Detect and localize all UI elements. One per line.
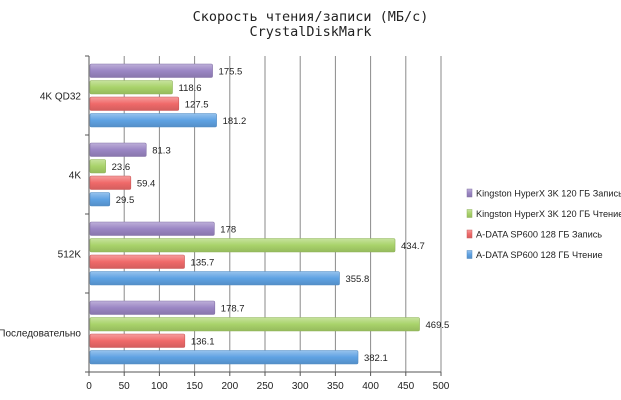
- data-label: 127.5: [185, 99, 209, 110]
- data-label: 355.8: [345, 274, 369, 285]
- legend-swatch: [466, 188, 473, 198]
- data-label: 382.1: [364, 353, 388, 364]
- data-label: 181.2: [223, 116, 247, 127]
- bar: [89, 142, 147, 157]
- data-label: 135.7: [191, 257, 215, 268]
- x-tick-label: 50: [119, 381, 131, 392]
- data-label: 81.3: [152, 145, 171, 156]
- legend-swatch: [466, 209, 473, 218]
- data-label: 59.4: [137, 178, 156, 189]
- bar: [89, 80, 173, 95]
- bar: [89, 96, 180, 111]
- bar: [89, 221, 215, 236]
- data-label: 23.6: [112, 162, 131, 173]
- bar: [89, 238, 396, 253]
- bar: [89, 159, 106, 174]
- category-label: 4K: [69, 171, 82, 182]
- bar: [89, 113, 217, 128]
- bar: [89, 271, 340, 286]
- x-tick-label: 500: [433, 381, 450, 392]
- legend-label: Kingston HyperX 3K 120 ГБ Запись: [476, 189, 621, 199]
- x-tick-label: 150: [186, 381, 203, 392]
- data-label: 178.7: [221, 303, 245, 314]
- category-label: Последовательно: [0, 329, 81, 340]
- data-label: 469.5: [426, 320, 450, 331]
- legend-swatch: [466, 250, 473, 259]
- data-label: 136.1: [191, 336, 215, 347]
- x-tick-label: 100: [151, 381, 168, 392]
- category-label: 4K QD32: [40, 92, 82, 103]
- data-label: 178: [220, 224, 236, 235]
- x-tick-label: 350: [327, 381, 344, 392]
- x-tick-label: 250: [257, 381, 274, 392]
- legend-label: A-DATA SP600 128 ГБ Запись: [476, 230, 602, 240]
- x-tick-label: 400: [362, 381, 379, 392]
- x-tick-label: 300: [292, 381, 309, 392]
- bar: [89, 333, 186, 348]
- chart-subtitle: CrystalDiskMark: [249, 24, 372, 40]
- bar: [89, 350, 359, 365]
- x-tick-label: 450: [397, 381, 414, 392]
- bar: [89, 254, 185, 269]
- x-tick-label: 200: [221, 381, 238, 392]
- bar: [89, 192, 111, 207]
- bar: [89, 63, 213, 78]
- category-label: 512K: [58, 250, 82, 261]
- legend-label: A-DATA SP600 128 ГБ Чтение: [476, 250, 603, 260]
- bar: [89, 175, 132, 190]
- legend-swatch: [466, 229, 473, 239]
- data-label: 434.7: [401, 241, 425, 252]
- bar: [89, 300, 216, 315]
- chart-title: Скорость чтения/записи (МБ/с): [192, 9, 429, 25]
- data-label: 118.6: [178, 83, 201, 94]
- bar: [89, 317, 420, 332]
- data-label: 175.5: [219, 66, 243, 77]
- x-tick-label: 0: [86, 381, 92, 392]
- legend-label: Kingston HyperX 3K 120 ГБ Чтение: [476, 209, 621, 219]
- data-label: 29.5: [116, 195, 135, 206]
